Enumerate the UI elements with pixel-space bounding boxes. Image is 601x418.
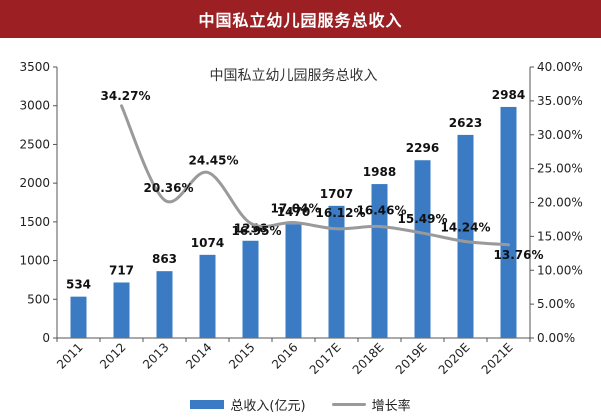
bar [242, 240, 259, 338]
legend-bar-swatch [190, 399, 225, 409]
bar-value-label: 534 [66, 278, 91, 292]
bar-value-label: 1707 [320, 187, 353, 201]
bar [199, 254, 216, 338]
y-tick-label-right: 30.00% [537, 128, 583, 142]
y-tick-label-right: 10.00% [537, 263, 583, 277]
growth-rate-label: 16.46% [357, 203, 407, 217]
legend-line-swatch [331, 402, 366, 406]
x-tick-label: 2011 [54, 340, 85, 371]
bar [414, 160, 431, 338]
y-tick-label-left: 500 [27, 292, 50, 306]
legend-label-growth: 增长率 [371, 398, 411, 414]
chart-header-title: 中国私立幼儿园服务总收入 [0, 0, 601, 38]
x-tick-label: 2014 [183, 340, 214, 371]
y-tick-label-right: 40.00% [537, 60, 583, 74]
y-tick-label-right: 25.00% [537, 162, 583, 176]
growth-rate-label: 13.76% [494, 248, 544, 262]
bar [371, 184, 388, 338]
bar-value-label: 863 [152, 252, 177, 266]
y-tick-label-left: 0 [42, 331, 50, 345]
x-tick-label: 2019E [393, 340, 430, 377]
y-tick-label-left: 2500 [19, 137, 50, 151]
bar [328, 205, 345, 338]
x-tick-label: 2013 [140, 340, 171, 371]
y-tick-label-right: 20.00% [537, 196, 583, 210]
y-tick-label-right: 35.00% [537, 94, 583, 108]
x-tick-label: 2015 [226, 340, 257, 371]
y-tick-label-left: 1500 [19, 215, 50, 229]
y-tick-label-right: 5.00% [537, 297, 575, 311]
x-tick-label: 2020E [436, 340, 473, 377]
y-tick-label-left: 3000 [19, 99, 50, 113]
growth-rate-label: 16.95% [232, 224, 282, 238]
x-tick-label: 2021E [479, 340, 516, 377]
legend-label-revenue: 总收入(亿元) [230, 398, 306, 414]
x-tick-label: 2017E [307, 340, 344, 377]
bar-value-label: 2623 [449, 116, 482, 130]
bar [113, 282, 130, 338]
x-tick-label: 2018E [350, 340, 387, 377]
growth-rate-label: 24.45% [189, 153, 239, 167]
legend-item-growth: 增长率 [331, 395, 411, 414]
growth-rate-label: 14.24% [441, 221, 491, 235]
y-tick-label-right: 0.00% [537, 331, 575, 345]
growth-rate-label: 20.36% [144, 181, 194, 195]
y-tick-label-right: 15.00% [537, 229, 583, 243]
growth-rate-label: 16.12% [316, 206, 366, 220]
bar [500, 106, 517, 338]
growth-rate-label: 17.04% [271, 202, 321, 216]
bar [156, 271, 173, 338]
y-tick-label-left: 2000 [19, 176, 50, 190]
bar-value-label: 1470 [277, 205, 310, 219]
legend: 总收入(亿元) 增长率 [0, 393, 601, 415]
growth-rate-label: 34.27% [101, 89, 151, 103]
bar-value-label: 1074 [191, 236, 224, 250]
x-tick-label: 2012 [97, 340, 128, 371]
bar-value-label: 2296 [406, 141, 439, 155]
bar [70, 296, 87, 338]
bar [285, 224, 302, 338]
x-tick-label: 2016 [269, 340, 300, 371]
growth-rate-line [120, 104, 510, 247]
bar [457, 134, 474, 338]
bar-value-label: 2984 [492, 88, 525, 102]
bar-value-label: 717 [109, 263, 134, 277]
growth-rate-label: 15.49% [398, 212, 448, 226]
y-tick-label-left: 3500 [19, 60, 50, 74]
legend-item-revenue: 总收入(亿元) [190, 395, 306, 414]
plot-title: 中国私立幼儿园服务总收入 [210, 68, 378, 84]
bar-value-label: 1988 [363, 165, 396, 179]
y-tick-label-left: 1000 [19, 254, 50, 268]
